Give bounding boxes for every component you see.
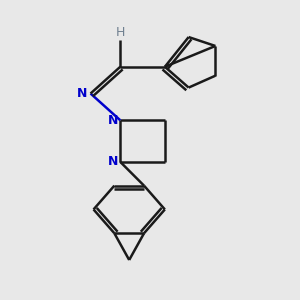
Text: H: H xyxy=(116,26,125,39)
Text: N: N xyxy=(108,155,118,168)
Text: N: N xyxy=(108,114,118,127)
Text: N: N xyxy=(77,87,87,100)
